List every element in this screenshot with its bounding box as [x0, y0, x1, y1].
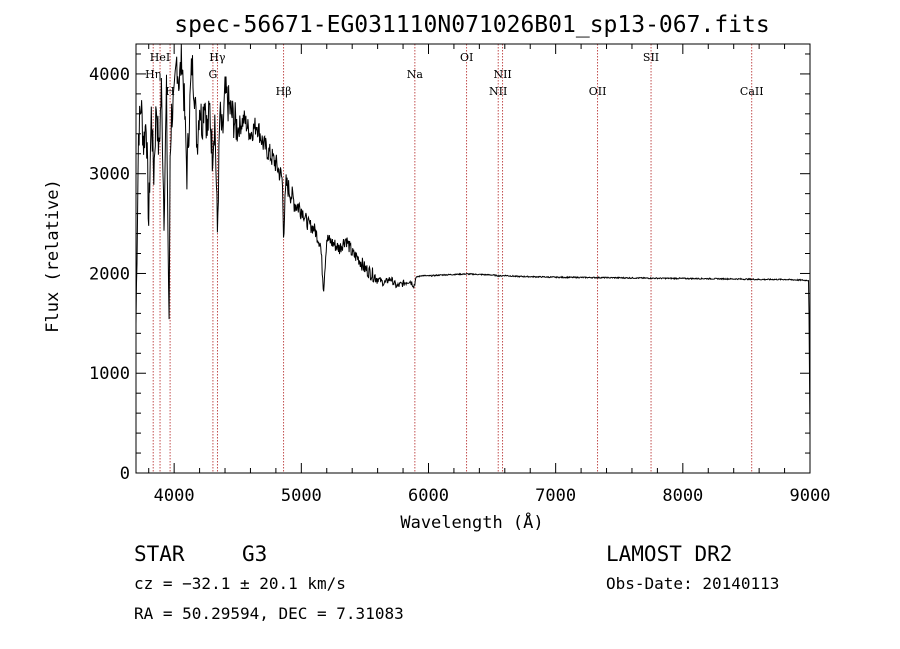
line-label: Hγ	[209, 51, 226, 64]
survey-name: LAMOST DR2	[606, 542, 732, 566]
line-label: H	[165, 85, 175, 98]
redshift-velocity: cz = −32.1 ± 20.1 km/s	[134, 574, 346, 593]
line-label: CaII	[740, 85, 764, 98]
y-axis-ticks: 0 1000 2000 3000 4000	[89, 53, 810, 484]
y-tick-label: 3000	[89, 165, 130, 185]
x-tick-label: 9000	[790, 486, 831, 506]
line-label: Hη	[145, 68, 161, 81]
line-label: Hβ	[276, 85, 292, 98]
line-label: SII	[643, 51, 659, 64]
line-label: OII	[589, 85, 607, 98]
line-label: G	[209, 68, 218, 81]
y-tick-label: 4000	[89, 65, 130, 85]
chart-title: spec-56671-EG031110N071026B01_sp13-067.f…	[174, 12, 769, 38]
line-label: Na	[407, 68, 424, 81]
plot-frame	[135, 43, 811, 474]
line-label: HeI	[150, 51, 170, 64]
y-tick-label: 2000	[89, 264, 130, 284]
object-subclass: G3	[242, 542, 267, 566]
x-tick-label: 6000	[408, 486, 449, 506]
x-tick-label: 7000	[535, 486, 576, 506]
coordinates: RA = 50.29594, DEC = 7.31083	[134, 604, 404, 623]
line-label: NII	[493, 68, 511, 81]
x-axis-ticks: 4000 5000 6000 7000 8000 9000	[148, 44, 831, 506]
x-tick-label: 4000	[154, 486, 195, 506]
spectrum-line	[135, 43, 811, 439]
line-label: NII	[489, 85, 507, 98]
y-tick-label: 1000	[89, 364, 130, 384]
x-tick-label: 5000	[281, 486, 322, 506]
y-axis-label: Flux (relative)	[43, 179, 63, 333]
observation-date: Obs-Date: 20140113	[606, 574, 779, 593]
spectral-line-markers	[152, 44, 753, 473]
object-class: STAR	[134, 542, 185, 566]
x-tick-label: 8000	[662, 486, 703, 506]
x-axis-label: Wavelength (Å)	[400, 511, 543, 533]
spectral-line-labels: Hη HeI H Hγ G Hβ Na OI NII NII OII SII CaII	[145, 51, 764, 98]
line-label: OI	[460, 51, 473, 64]
y-tick-label: 0	[120, 464, 130, 484]
